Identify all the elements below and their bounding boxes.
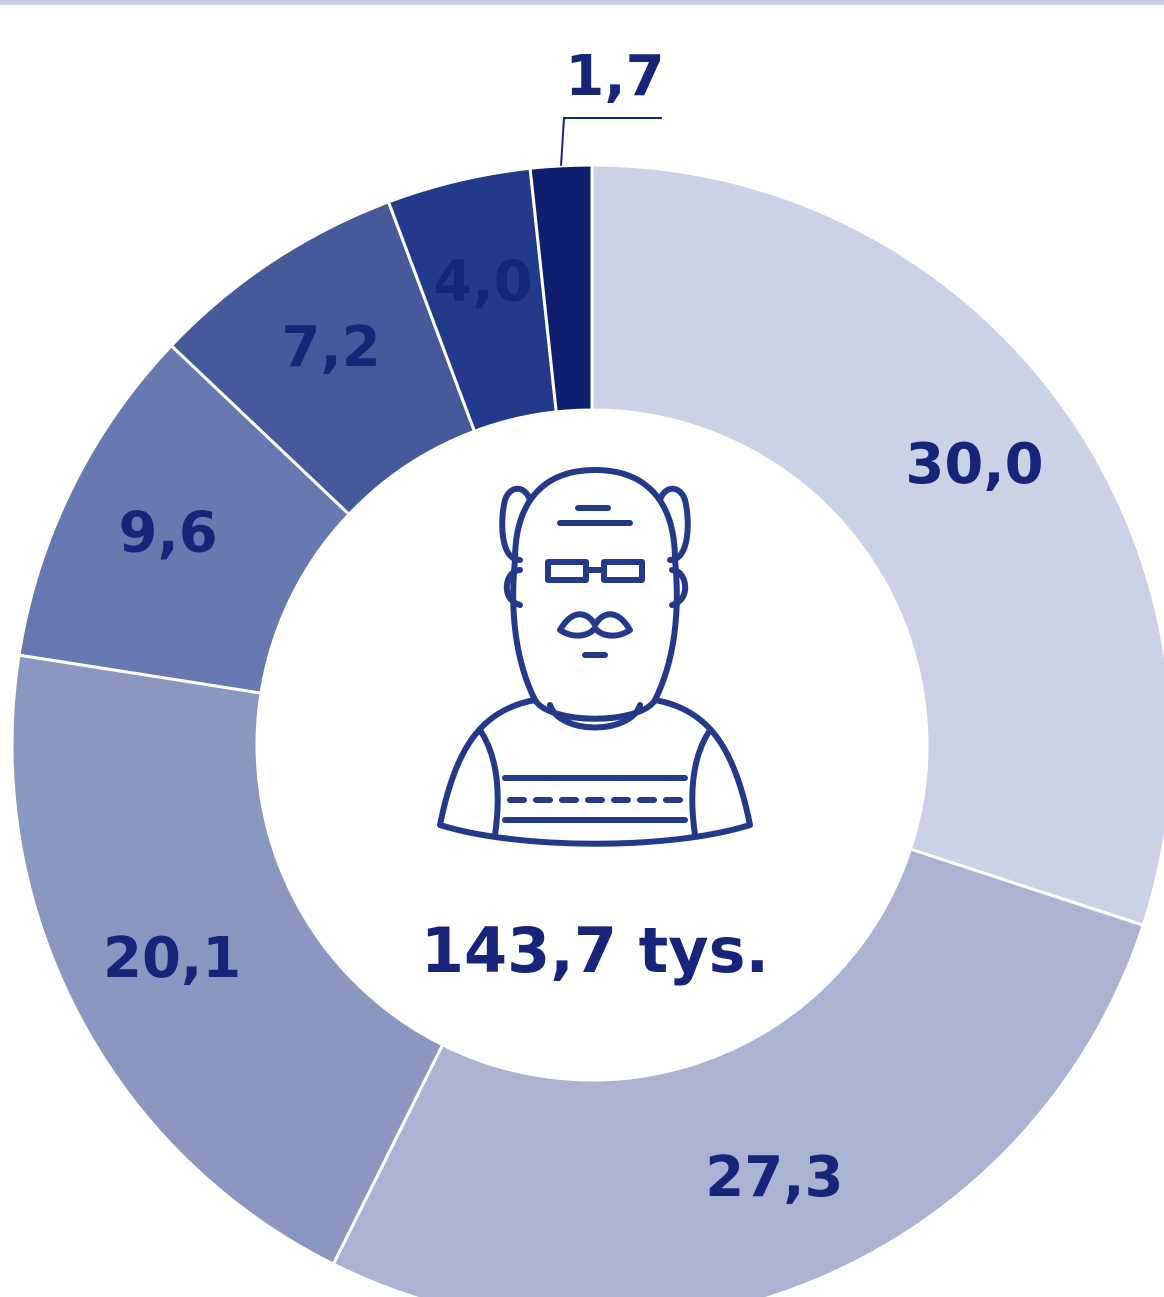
leader-line (560, 117, 662, 166)
center-label: 143,7 tys. (421, 914, 769, 987)
donut-slice (10, 653, 445, 1267)
value-label: 30,0 (905, 432, 1043, 497)
value-label: 1,7 (565, 44, 664, 109)
donut-slice (528, 163, 594, 414)
value-label: 4,0 (433, 249, 532, 314)
value-label: 20,1 (103, 926, 241, 991)
donut (10, 163, 1164, 1297)
donut-slice (331, 847, 1146, 1297)
donut-slice (590, 163, 1164, 928)
senior-icon (437, 467, 753, 847)
value-label: 7,2 (282, 315, 381, 380)
top-band (0, 0, 1164, 5)
value-label: 27,3 (705, 1145, 843, 1210)
value-label: 9,6 (119, 500, 218, 565)
